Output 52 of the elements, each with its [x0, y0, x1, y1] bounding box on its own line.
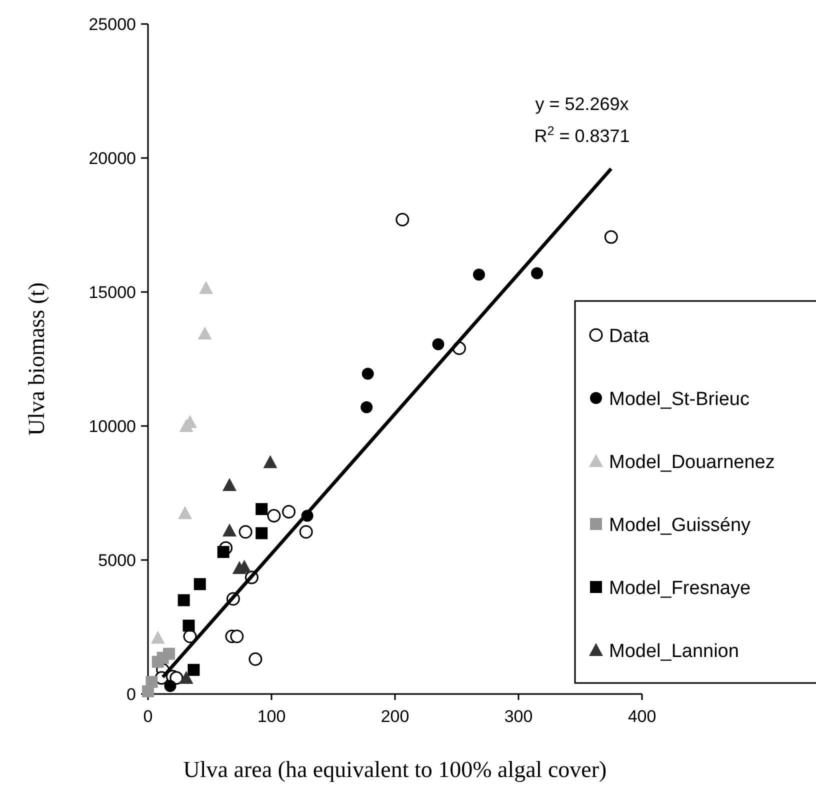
legend-label: Model_St-Brieuc	[609, 389, 750, 410]
annotation: y = 52.269x	[535, 94, 629, 114]
point	[360, 401, 373, 414]
legend-label: Model_Guissény	[609, 515, 752, 536]
legend-label: Model_Fresnaye	[609, 578, 751, 599]
point	[222, 478, 237, 491]
point	[182, 620, 195, 632]
point	[164, 680, 176, 692]
point	[282, 505, 296, 519]
point	[238, 525, 252, 539]
x-tick-label: 400	[628, 707, 656, 726]
point	[432, 338, 444, 350]
legend-label: Data	[609, 326, 650, 347]
point	[299, 525, 313, 539]
point	[217, 546, 230, 558]
x-tick-label: 100	[257, 707, 286, 726]
annotation: R$^{2}$ = 0.8371	[534, 124, 630, 146]
point	[362, 368, 374, 380]
point	[396, 212, 410, 226]
y-tick-label: 25000	[88, 15, 136, 34]
point	[267, 509, 281, 523]
legend-label: Model_Douarnenez	[609, 452, 775, 473]
point	[178, 594, 190, 606]
point	[198, 326, 212, 340]
point	[263, 455, 278, 468]
point	[194, 578, 206, 590]
x-tick-label: 0	[143, 707, 153, 726]
point	[472, 268, 485, 281]
point	[256, 527, 268, 540]
point	[188, 664, 200, 676]
point	[222, 524, 237, 537]
point	[162, 648, 175, 660]
point	[178, 506, 192, 520]
x-tick-label: 200	[380, 707, 410, 726]
y-tick-label: 15000	[88, 283, 136, 302]
legend-label: Model_Lannion	[609, 641, 739, 662]
y-tick-label: 5000	[98, 551, 136, 570]
x-tick-label: 300	[504, 707, 533, 726]
x-axis-title: Ulva area (ha equivalent to 100% algal cover)	[183, 757, 607, 782]
point	[256, 503, 268, 516]
y-axis-title: Ulva biomass (t)	[24, 282, 49, 436]
point	[230, 630, 244, 644]
point	[199, 280, 214, 294]
y-tick-label: 0	[126, 685, 136, 704]
point	[146, 676, 158, 688]
point	[179, 670, 194, 684]
point	[248, 652, 262, 666]
point	[531, 267, 544, 280]
point	[604, 230, 618, 244]
y-tick-label: 20000	[88, 149, 136, 168]
y-tick-label: 10000	[88, 417, 136, 436]
point	[150, 630, 165, 644]
